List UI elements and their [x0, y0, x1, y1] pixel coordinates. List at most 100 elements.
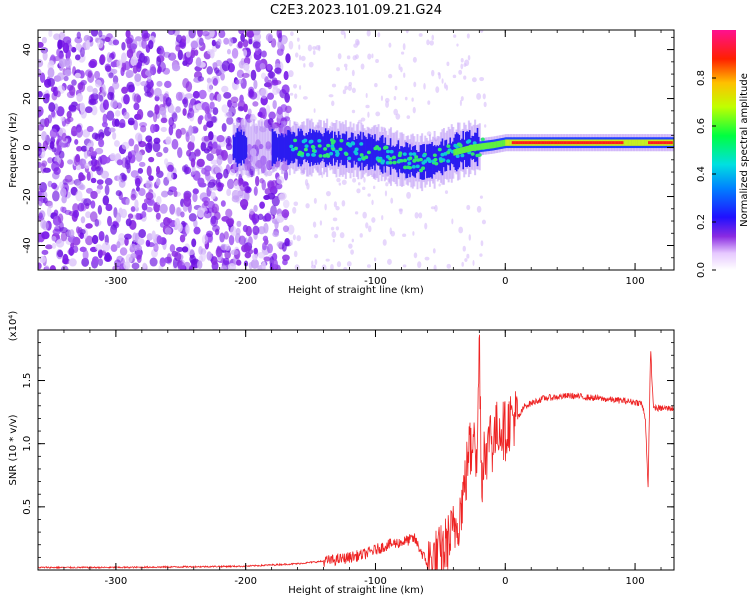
signal-core	[361, 139, 363, 163]
signal-core	[441, 138, 444, 176]
noise-blob	[204, 112, 212, 122]
signal-speckle	[460, 153, 465, 158]
signal-peak	[607, 141, 610, 145]
noise-dot	[453, 34, 457, 38]
noise-blob	[183, 196, 192, 207]
noise-blob	[216, 145, 222, 155]
noise-dot	[367, 53, 372, 60]
noise-blob	[285, 53, 291, 64]
noise-blob	[60, 231, 68, 242]
signal-green	[506, 139, 509, 146]
signal-speckle	[408, 156, 413, 161]
signal-green	[489, 142, 492, 149]
noise-blob	[185, 81, 193, 92]
noise-blob	[148, 39, 154, 50]
noise-blob	[57, 39, 63, 50]
signal-speckle	[407, 161, 412, 166]
noise-dot	[366, 30, 371, 37]
signal-green	[646, 139, 649, 146]
noise-blob	[146, 165, 152, 177]
noise-blob	[186, 248, 195, 256]
signal-peak	[524, 141, 527, 145]
noise-blob	[171, 112, 178, 122]
signal-peak	[605, 141, 607, 145]
signal-core	[362, 132, 365, 171]
signal-core	[442, 145, 445, 168]
noise-blob	[147, 199, 156, 207]
signal-speckle	[309, 139, 314, 144]
signal-speckle	[399, 158, 404, 163]
noise-blob	[153, 87, 162, 97]
noise-dot	[352, 177, 357, 183]
noise-blob	[130, 170, 139, 178]
signal-core	[444, 140, 446, 172]
snr-multiplier: (x10⁴)	[8, 311, 19, 342]
signal-core	[345, 131, 348, 168]
colorbar-label: Normalized spectral amplitude	[739, 73, 750, 227]
signal-peak	[551, 141, 554, 145]
noise-blob	[155, 212, 161, 220]
noise-blob	[42, 167, 51, 173]
signal-speckle	[347, 156, 352, 161]
noise-blob	[49, 141, 55, 150]
noise-blob	[134, 199, 139, 210]
noise-dot	[468, 234, 471, 241]
noise-blob	[165, 96, 172, 107]
noise-dot	[432, 248, 436, 254]
noise-blob	[177, 261, 186, 270]
noise-blob	[223, 231, 229, 240]
noise-blob	[151, 230, 156, 240]
noise-blob	[196, 207, 206, 218]
noise-blob	[136, 109, 144, 120]
noise-dot	[377, 32, 381, 38]
noise-blob	[102, 99, 109, 111]
noise-blob	[48, 30, 53, 38]
noise-blob	[278, 193, 286, 201]
noise-blob	[164, 158, 169, 166]
signal-core	[380, 135, 383, 173]
noise-blob	[77, 202, 85, 212]
signal-peak	[593, 141, 595, 145]
noise-blob	[185, 51, 191, 58]
noise-blob	[110, 61, 117, 68]
noise-blob	[185, 34, 191, 44]
noise-blob	[282, 199, 290, 209]
noise-dot	[466, 253, 470, 259]
noise-dot	[424, 222, 428, 230]
signal-peak	[536, 141, 538, 145]
noise-blob	[201, 30, 210, 37]
signal-core	[282, 134, 284, 161]
signal-core	[381, 135, 384, 174]
noise-dot	[336, 261, 342, 268]
signal-core	[379, 137, 381, 170]
noise-blob	[198, 37, 204, 46]
noise-dot	[375, 111, 381, 117]
signal-green	[636, 139, 638, 146]
noise-blob	[208, 30, 215, 38]
signal-green	[457, 148, 459, 155]
noise-blob	[171, 250, 179, 258]
signal-halo	[252, 119, 255, 176]
signal-core	[409, 144, 411, 178]
signal-halo	[256, 126, 259, 170]
noise-blob	[188, 213, 197, 222]
noise-dot	[430, 206, 436, 210]
noise-blob	[134, 73, 142, 82]
signal-core	[328, 133, 331, 163]
signal-peak	[589, 141, 592, 145]
noise-blob	[66, 110, 72, 119]
noise-blob	[39, 255, 47, 264]
signal-speckle	[359, 153, 364, 157]
noise-blob	[282, 225, 290, 233]
noise-blob	[255, 175, 260, 187]
noise-blob	[64, 209, 72, 216]
noise-blob	[76, 31, 81, 40]
signal-core	[358, 135, 361, 167]
noise-blob	[226, 48, 231, 55]
noise-blob	[221, 123, 227, 132]
colorbar-tick-label: 0.4	[696, 166, 707, 182]
noise-dot	[458, 69, 463, 75]
noise-blob	[193, 127, 199, 134]
signal-core	[283, 137, 285, 158]
